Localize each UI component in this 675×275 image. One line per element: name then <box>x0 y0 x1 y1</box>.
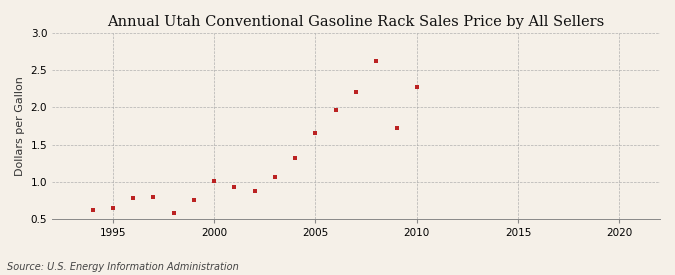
Point <box>269 175 280 180</box>
Point <box>168 211 179 215</box>
Point <box>148 194 159 199</box>
Point <box>310 131 321 136</box>
Point <box>330 108 341 112</box>
Point <box>391 126 402 130</box>
Point <box>229 185 240 189</box>
Point <box>188 198 199 203</box>
Point <box>128 196 138 200</box>
Point <box>290 156 300 160</box>
Y-axis label: Dollars per Gallon: Dollars per Gallon <box>15 76 25 176</box>
Title: Annual Utah Conventional Gasoline Rack Sales Price by All Sellers: Annual Utah Conventional Gasoline Rack S… <box>107 15 605 29</box>
Point <box>412 85 423 89</box>
Point <box>371 59 381 64</box>
Point <box>87 208 98 212</box>
Point <box>249 188 260 193</box>
Text: Source: U.S. Energy Information Administration: Source: U.S. Energy Information Administ… <box>7 262 238 272</box>
Point <box>107 206 118 210</box>
Point <box>350 90 361 95</box>
Point <box>209 179 219 183</box>
